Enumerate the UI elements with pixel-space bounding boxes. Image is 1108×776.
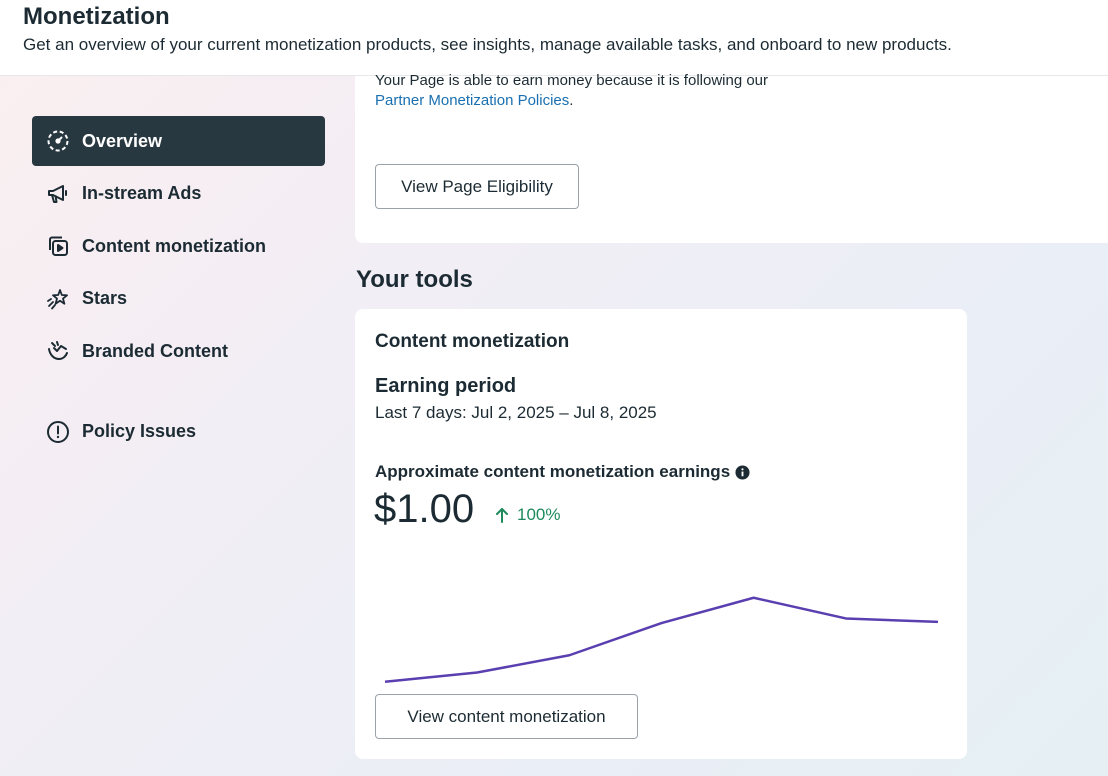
sidebar-item-stars[interactable]: Stars: [32, 274, 325, 324]
earnings-label: Approximate content monetization earning…: [375, 462, 750, 482]
sidebar-item-content-monetization[interactable]: Content monetization: [32, 221, 325, 271]
partner-monetization-policies-link[interactable]: Partner Monetization Policies: [375, 92, 570, 109]
sidebar-item-policy-issues[interactable]: Policy Issues: [32, 407, 325, 457]
video-stack-icon: [45, 233, 71, 259]
sidebar-item-label: Overview: [82, 130, 163, 151]
speedometer-icon: [45, 128, 71, 154]
arrow-up-icon: [496, 508, 508, 523]
earnings-amount: $1.00: [374, 487, 475, 531]
your-tools-heading: Your tools: [356, 266, 473, 293]
page-header: Monetization Get an overview of your cur…: [0, 0, 1108, 76]
earning-period-value: Last 7 days: Jul 2, 2025 – Jul 8, 2025: [375, 403, 657, 422]
eligibility-card: Your Page is able to earn money because …: [355, 72, 1108, 243]
sidebar-item-in-stream-ads[interactable]: In-stream Ads: [32, 169, 325, 219]
page-title: Monetization: [23, 3, 170, 30]
info-icon[interactable]: [735, 464, 750, 480]
sidebar-item-label: Content monetization: [82, 235, 266, 256]
content-monetization-card: Content monetization Earning period Last…: [355, 309, 967, 759]
card-title: Content monetization: [375, 331, 570, 352]
earnings-series-line: [384, 596, 939, 683]
sparkle-star-icon: [45, 286, 71, 312]
earnings-line-chart: [384, 596, 939, 683]
view-content-monetization-button[interactable]: View content monetization: [375, 694, 638, 739]
sidebar-item-label: Policy Issues: [82, 421, 197, 441]
sidebar-item-branded-content[interactable]: Branded Content: [32, 326, 325, 376]
sidebar-item-label: Branded Content: [82, 340, 228, 361]
earnings-label-text: Approximate content monetization earning…: [375, 462, 731, 481]
sidebar-item-label: In-stream Ads: [82, 183, 202, 203]
sidebar-nav: Overview In-stream Ads Content monetizat…: [32, 116, 325, 459]
page-subtitle: Get an overview of your current monetiza…: [23, 35, 952, 54]
handshake-icon: [45, 338, 71, 364]
earnings-change: 100%: [494, 505, 560, 525]
megaphone-icon: [45, 181, 71, 207]
earnings-change-value: 100%: [517, 505, 561, 524]
eligibility-text: Your Page is able to earn money because …: [375, 72, 769, 89]
sidebar-item-overview[interactable]: Overview: [32, 116, 325, 166]
alert-circle-icon: [45, 419, 71, 445]
sidebar-item-label: Stars: [82, 288, 128, 308]
link-suffix: .: [569, 92, 574, 109]
view-page-eligibility-button[interactable]: View Page Eligibility: [375, 164, 579, 209]
earning-period-title: Earning period: [375, 375, 517, 397]
